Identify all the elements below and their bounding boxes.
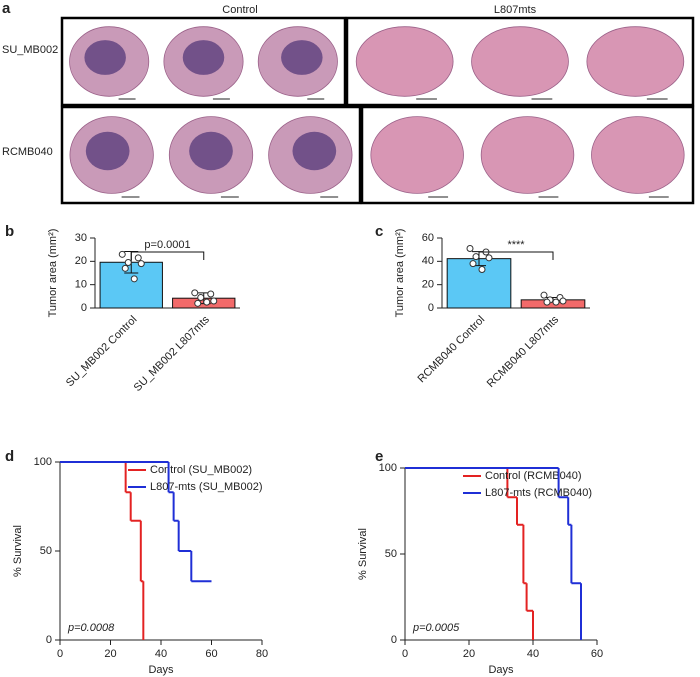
y-tick-label: 30 [75, 232, 87, 244]
tumor-region [84, 40, 126, 75]
x-tick-label: 20 [104, 648, 116, 660]
x-tick-label: 80 [256, 648, 268, 660]
y-tick-label: 50 [40, 545, 52, 557]
y-tick-label: 0 [81, 302, 87, 314]
data-point [469, 260, 477, 268]
panel-letter: e [375, 448, 383, 465]
x-tick-label: SU_MB002 L807mts [132, 313, 213, 394]
x-tick-label: 60 [591, 648, 603, 660]
histology-images [60, 16, 695, 205]
significance-bracket [478, 251, 554, 260]
data-point [485, 254, 493, 262]
brain-section [355, 26, 454, 97]
y-tick-label: 20 [75, 255, 87, 267]
y-tick-label: 60 [422, 232, 434, 244]
column-label: Control [222, 4, 257, 16]
data-point [543, 298, 551, 306]
y-tick-label: 0 [46, 634, 52, 646]
brain-section [370, 116, 464, 194]
y-tick-label: 100 [34, 456, 52, 468]
y-tick-label: 50 [385, 548, 397, 560]
data-point [124, 259, 132, 266]
data-point [472, 253, 480, 261]
tumor-region [281, 40, 323, 75]
y-tick-label: 100 [379, 462, 397, 474]
brain-section [471, 26, 569, 97]
x-tick-label: 20 [463, 648, 475, 660]
y-axis-label: % Survival [12, 525, 24, 577]
tumor-region [85, 131, 130, 171]
tumor-region [182, 40, 225, 75]
bar [446, 258, 512, 309]
y-tick-label: 10 [75, 279, 87, 291]
y-tick-label: 20 [422, 279, 434, 291]
legend-label: Control (RCMB040) [485, 470, 582, 482]
y-tick-label: 0 [428, 302, 434, 314]
data-point [197, 294, 205, 301]
significance-bracket [130, 251, 205, 260]
y-tick-label: 40 [422, 255, 434, 267]
panel-letter: c [375, 223, 383, 240]
brain-section [586, 26, 685, 97]
data-point [559, 297, 567, 305]
data-point [118, 250, 126, 258]
y-axis-label: % Survival [357, 528, 369, 580]
tumor-region [292, 131, 337, 171]
annotation: p=0.0001 [144, 239, 190, 251]
data-point [191, 289, 199, 297]
data-point [540, 291, 548, 299]
data-point [130, 275, 138, 283]
y-axis-label: Tumor area (mm²) [394, 229, 406, 318]
data-point [210, 297, 218, 305]
y-axis-label: Tumor area (mm²) [47, 229, 59, 318]
x-tick-label: 0 [402, 648, 408, 660]
x-tick-label: 0 [57, 648, 63, 660]
data-point [203, 298, 211, 306]
data-point [478, 266, 486, 273]
row-label: SU_MB002 [2, 44, 58, 56]
y-tick-label: 0 [391, 634, 397, 646]
x-tick-label: 40 [155, 648, 167, 660]
data-point [466, 245, 474, 252]
data-point [134, 254, 142, 262]
annotation: **** [507, 239, 525, 251]
x-tick-label: 40 [527, 648, 539, 660]
column-label: L807mts [494, 4, 537, 16]
row-label: RCMB040 [2, 146, 53, 158]
data-point [121, 264, 129, 272]
legend-label: L807-mts (SU_MB002) [150, 481, 263, 493]
panel-letter: a [2, 0, 11, 17]
legend-label: Control (SU_MB002) [150, 464, 252, 476]
x-axis-label: Days [488, 664, 514, 676]
data-point [552, 298, 560, 306]
panel-letter: d [5, 448, 14, 465]
annotation: p=0.0008 [67, 622, 115, 634]
x-tick-label: SU_MB002 Control [64, 314, 140, 390]
brain-section [480, 116, 575, 194]
tumor-region [189, 131, 233, 171]
legend-label: L807-mts (RCMB040) [485, 487, 592, 499]
annotation: p=0.0005 [412, 622, 460, 634]
x-tick-label: RCMB040 L807mts [485, 313, 562, 390]
panel-letter: b [5, 223, 14, 240]
x-tick-label: 60 [205, 648, 217, 660]
data-point [194, 299, 202, 307]
x-tick-label: RCMB040 Control [416, 314, 488, 386]
data-point [207, 290, 215, 298]
brain-section [591, 116, 685, 194]
data-point [137, 260, 145, 268]
x-axis-label: Days [148, 664, 174, 676]
